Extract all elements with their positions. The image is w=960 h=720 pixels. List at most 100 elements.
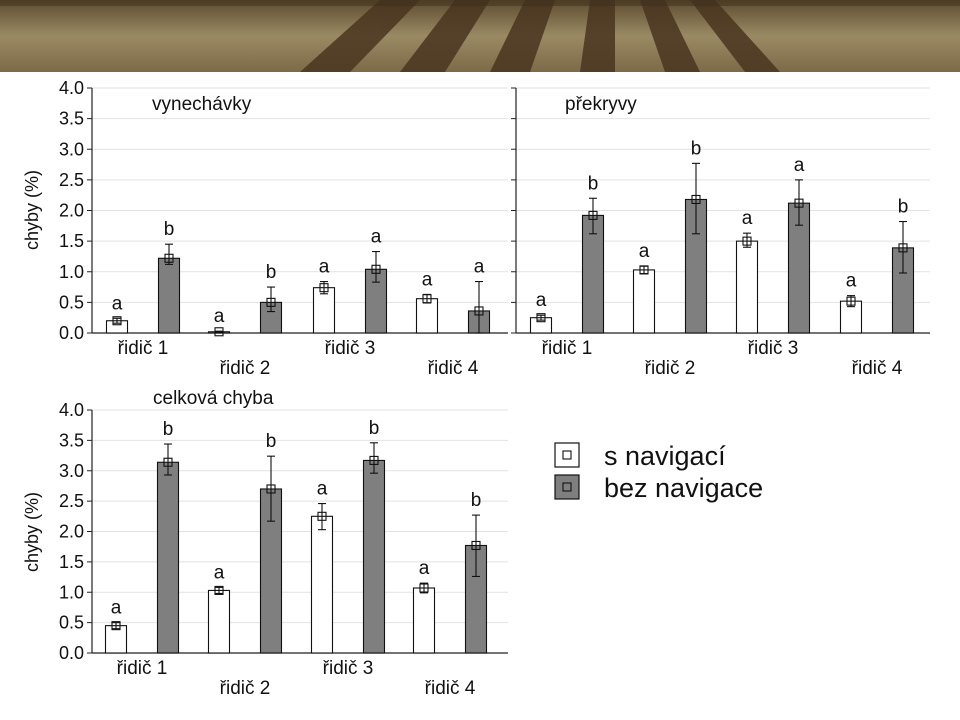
significance-label: a [846, 271, 857, 292]
mean-marker [846, 296, 856, 306]
x-tick-label: řidič 1 [117, 658, 168, 679]
x-tick-label: řidič 2 [645, 358, 696, 379]
significance-label: a [319, 257, 330, 278]
mean-marker [111, 621, 121, 631]
y-tick-label: 4.0 [59, 78, 84, 98]
significance-label: a [371, 227, 382, 248]
significance-label: a [419, 558, 430, 579]
significance-label: a [112, 293, 123, 314]
y-tick-label: 4.0 [59, 400, 84, 420]
significance-label: b [266, 431, 277, 452]
x-tick-label: řidič 3 [325, 338, 376, 359]
significance-label: a [474, 257, 485, 278]
significance-label: a [639, 241, 650, 262]
chart-panel-2: překryvy a b řidič 1 a b řidič 2 a a řidič 3 a b řid… [511, 87, 930, 379]
y-tick-label: 0.5 [59, 292, 84, 312]
y-tick-label: 1.5 [59, 231, 84, 251]
x-tick-label: řidič 4 [425, 678, 476, 699]
mean-marker [742, 236, 752, 246]
significance-label: b [164, 219, 175, 240]
bar [207, 589, 231, 654]
significance-label: b [266, 262, 277, 283]
mean-marker [419, 583, 429, 593]
chart-panel-1: 0.0 0.5 1.0 1.5 2.0 2.5 3.0 3.5 4.0 chyby (%) vyne… [22, 78, 508, 379]
bar [362, 459, 386, 654]
mean-marker [536, 313, 546, 323]
significance-label: b [588, 173, 599, 194]
mean-marker [317, 511, 327, 521]
x-tick-label: řidič 4 [852, 358, 903, 379]
significance-label: a [536, 290, 547, 311]
bar [157, 257, 181, 334]
square-marker-icon [562, 482, 572, 492]
y-tick-label: 2.5 [59, 491, 84, 511]
mean-marker [164, 253, 174, 263]
significance-label: a [422, 269, 433, 290]
bar [735, 240, 759, 334]
y-tick-label: 3.5 [59, 109, 84, 129]
mean-marker [266, 484, 276, 494]
mean-marker [266, 297, 276, 307]
bar [310, 515, 334, 654]
x-tick-label: řidič 2 [220, 358, 271, 379]
panel-title: překryvy [565, 94, 637, 115]
y-tick-label: 3.0 [59, 139, 84, 159]
y-tick-label: 3.5 [59, 430, 84, 450]
mean-marker [474, 306, 484, 316]
mean-marker [371, 264, 381, 274]
significance-label: b [163, 419, 174, 440]
y-tick-label: 0.5 [59, 613, 84, 633]
mean-marker [471, 540, 481, 551]
mean-marker [214, 585, 224, 595]
mean-marker [319, 283, 329, 293]
legend-swatch [554, 442, 580, 468]
square-marker-icon [562, 450, 572, 460]
y-tick-label: 0.0 [59, 643, 84, 663]
y-tick-label: 3.0 [59, 461, 84, 481]
significance-label: b [471, 490, 482, 511]
x-tick-label: řidič 4 [428, 358, 479, 379]
y-axis-title: chyby (%) [22, 492, 42, 572]
y-tick-label: 1.5 [59, 552, 84, 572]
chart-panel-3: 0.0 0.5 1.0 1.5 2.0 2.5 3.0 3.5 4.0 chyby (%) celk… [22, 388, 508, 699]
x-tick-label: řidič 2 [220, 678, 271, 699]
y-tick-label: 2.0 [59, 522, 84, 542]
y-tick-label: 1.0 [59, 582, 84, 602]
x-tick-label: řidič 1 [542, 338, 593, 359]
mean-marker [794, 198, 804, 208]
mean-marker [691, 194, 701, 205]
significance-label: b [691, 138, 702, 159]
legend-label: bez navigace [604, 473, 763, 503]
legend-label: s navigací [604, 441, 726, 471]
mean-marker [214, 327, 224, 337]
legend-swatch [554, 474, 580, 500]
mean-marker [112, 316, 122, 326]
bar [632, 269, 656, 334]
field-photo [0, 0, 960, 72]
y-tick-label: 1.0 [59, 262, 84, 282]
panel-title: vynechávky [152, 94, 252, 115]
x-tick-label: řidič 3 [323, 658, 374, 679]
mean-marker [639, 265, 649, 275]
bar [312, 287, 336, 334]
mean-marker [588, 210, 598, 220]
panel-title: celková chyba [153, 388, 274, 409]
y-tick-label: 2.0 [59, 201, 84, 221]
significance-label: b [898, 197, 909, 218]
mean-marker [163, 457, 173, 467]
significance-label: a [317, 479, 328, 500]
x-tick-label: řidič 3 [748, 338, 799, 359]
mean-marker [422, 294, 432, 304]
bar [415, 298, 439, 334]
field-header-image [0, 0, 960, 72]
bar [412, 587, 436, 654]
significance-label: a [111, 598, 122, 619]
x-tick-label: řidič 1 [118, 338, 169, 359]
significance-label: a [214, 306, 225, 327]
mean-marker [369, 455, 379, 465]
significance-label: a [742, 208, 753, 229]
bar [156, 461, 180, 654]
significance-label: b [369, 418, 380, 439]
